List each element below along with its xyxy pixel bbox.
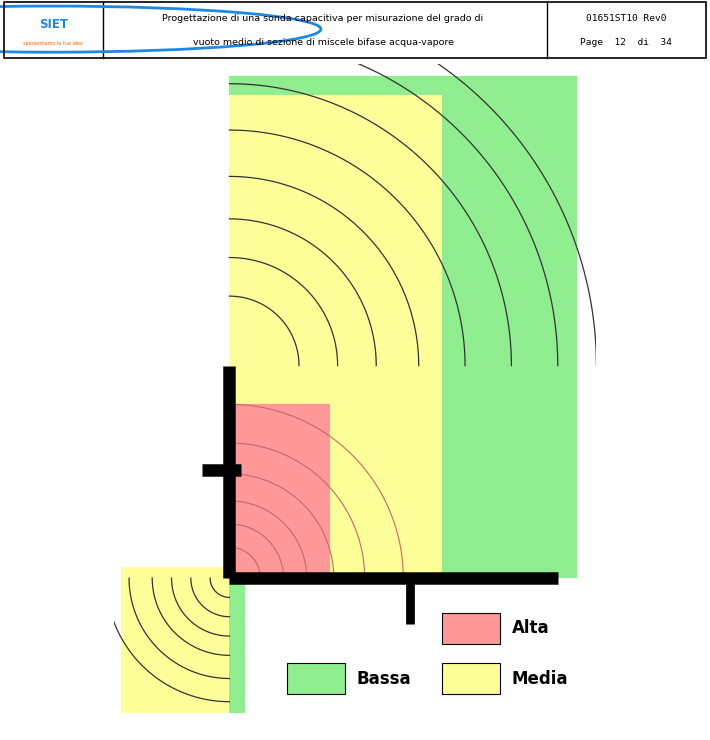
Bar — [229, 95, 442, 578]
Bar — [229, 76, 577, 578]
Bar — [288, 663, 345, 694]
Text: Bassa: Bassa — [357, 670, 412, 687]
Text: sperientiamo le tue idee: sperientiamo le tue idee — [23, 41, 83, 46]
Text: Page  12  di  34: Page 12 di 34 — [580, 38, 672, 47]
Text: 01651ST10 Rev0: 01651ST10 Rev0 — [586, 14, 667, 23]
Bar — [121, 567, 229, 713]
Text: Alta: Alta — [511, 619, 549, 637]
Text: Media: Media — [511, 670, 568, 687]
Text: Progettazione di una sonda capacitiva per misurazione del grado di: Progettazione di una sonda capacitiva pe… — [163, 14, 484, 23]
Text: SIET: SIET — [39, 18, 67, 31]
Bar — [442, 663, 500, 694]
Bar — [121, 567, 245, 713]
Bar — [229, 76, 577, 366]
Bar — [442, 613, 500, 644]
Text: vuoto medio di sezione di miscele bifase acqua-vapore: vuoto medio di sezione di miscele bifase… — [192, 38, 454, 47]
Bar — [229, 404, 330, 578]
